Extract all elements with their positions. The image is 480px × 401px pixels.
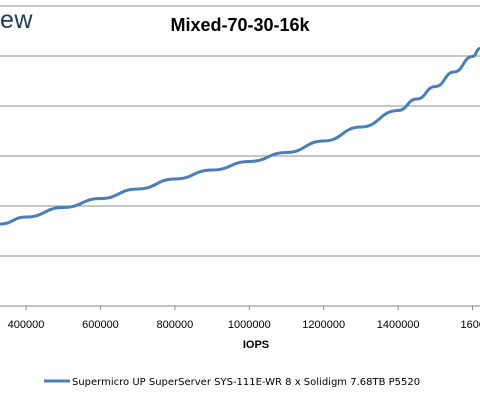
series-line bbox=[0, 47, 480, 226]
brand-logo-fragment: ew bbox=[0, 6, 33, 34]
x-tick-label: 1000000 bbox=[228, 319, 271, 331]
legend[interactable]: Supermicro UP SuperServer SYS-111E-WR 8 … bbox=[44, 377, 420, 388]
x-axis-ticks: 400000 600000 800000 1000000 1200000 1400000 1… bbox=[8, 306, 480, 331]
chart-title: Mixed-70-30-16k bbox=[170, 15, 310, 35]
x-axis-label: IOPS bbox=[243, 339, 269, 351]
x-tick-label: 800000 bbox=[157, 319, 194, 331]
x-tick-label: 1400000 bbox=[377, 319, 420, 331]
x-tick-label: 1600 bbox=[461, 319, 480, 331]
x-tick-label: 400000 bbox=[8, 319, 45, 331]
legend-label: Supermicro UP SuperServer SYS-111E-WR 8 … bbox=[72, 377, 420, 388]
gridlines bbox=[0, 5, 480, 257]
x-tick-label: 600000 bbox=[82, 319, 119, 331]
x-tick-label: 1200000 bbox=[302, 319, 345, 331]
